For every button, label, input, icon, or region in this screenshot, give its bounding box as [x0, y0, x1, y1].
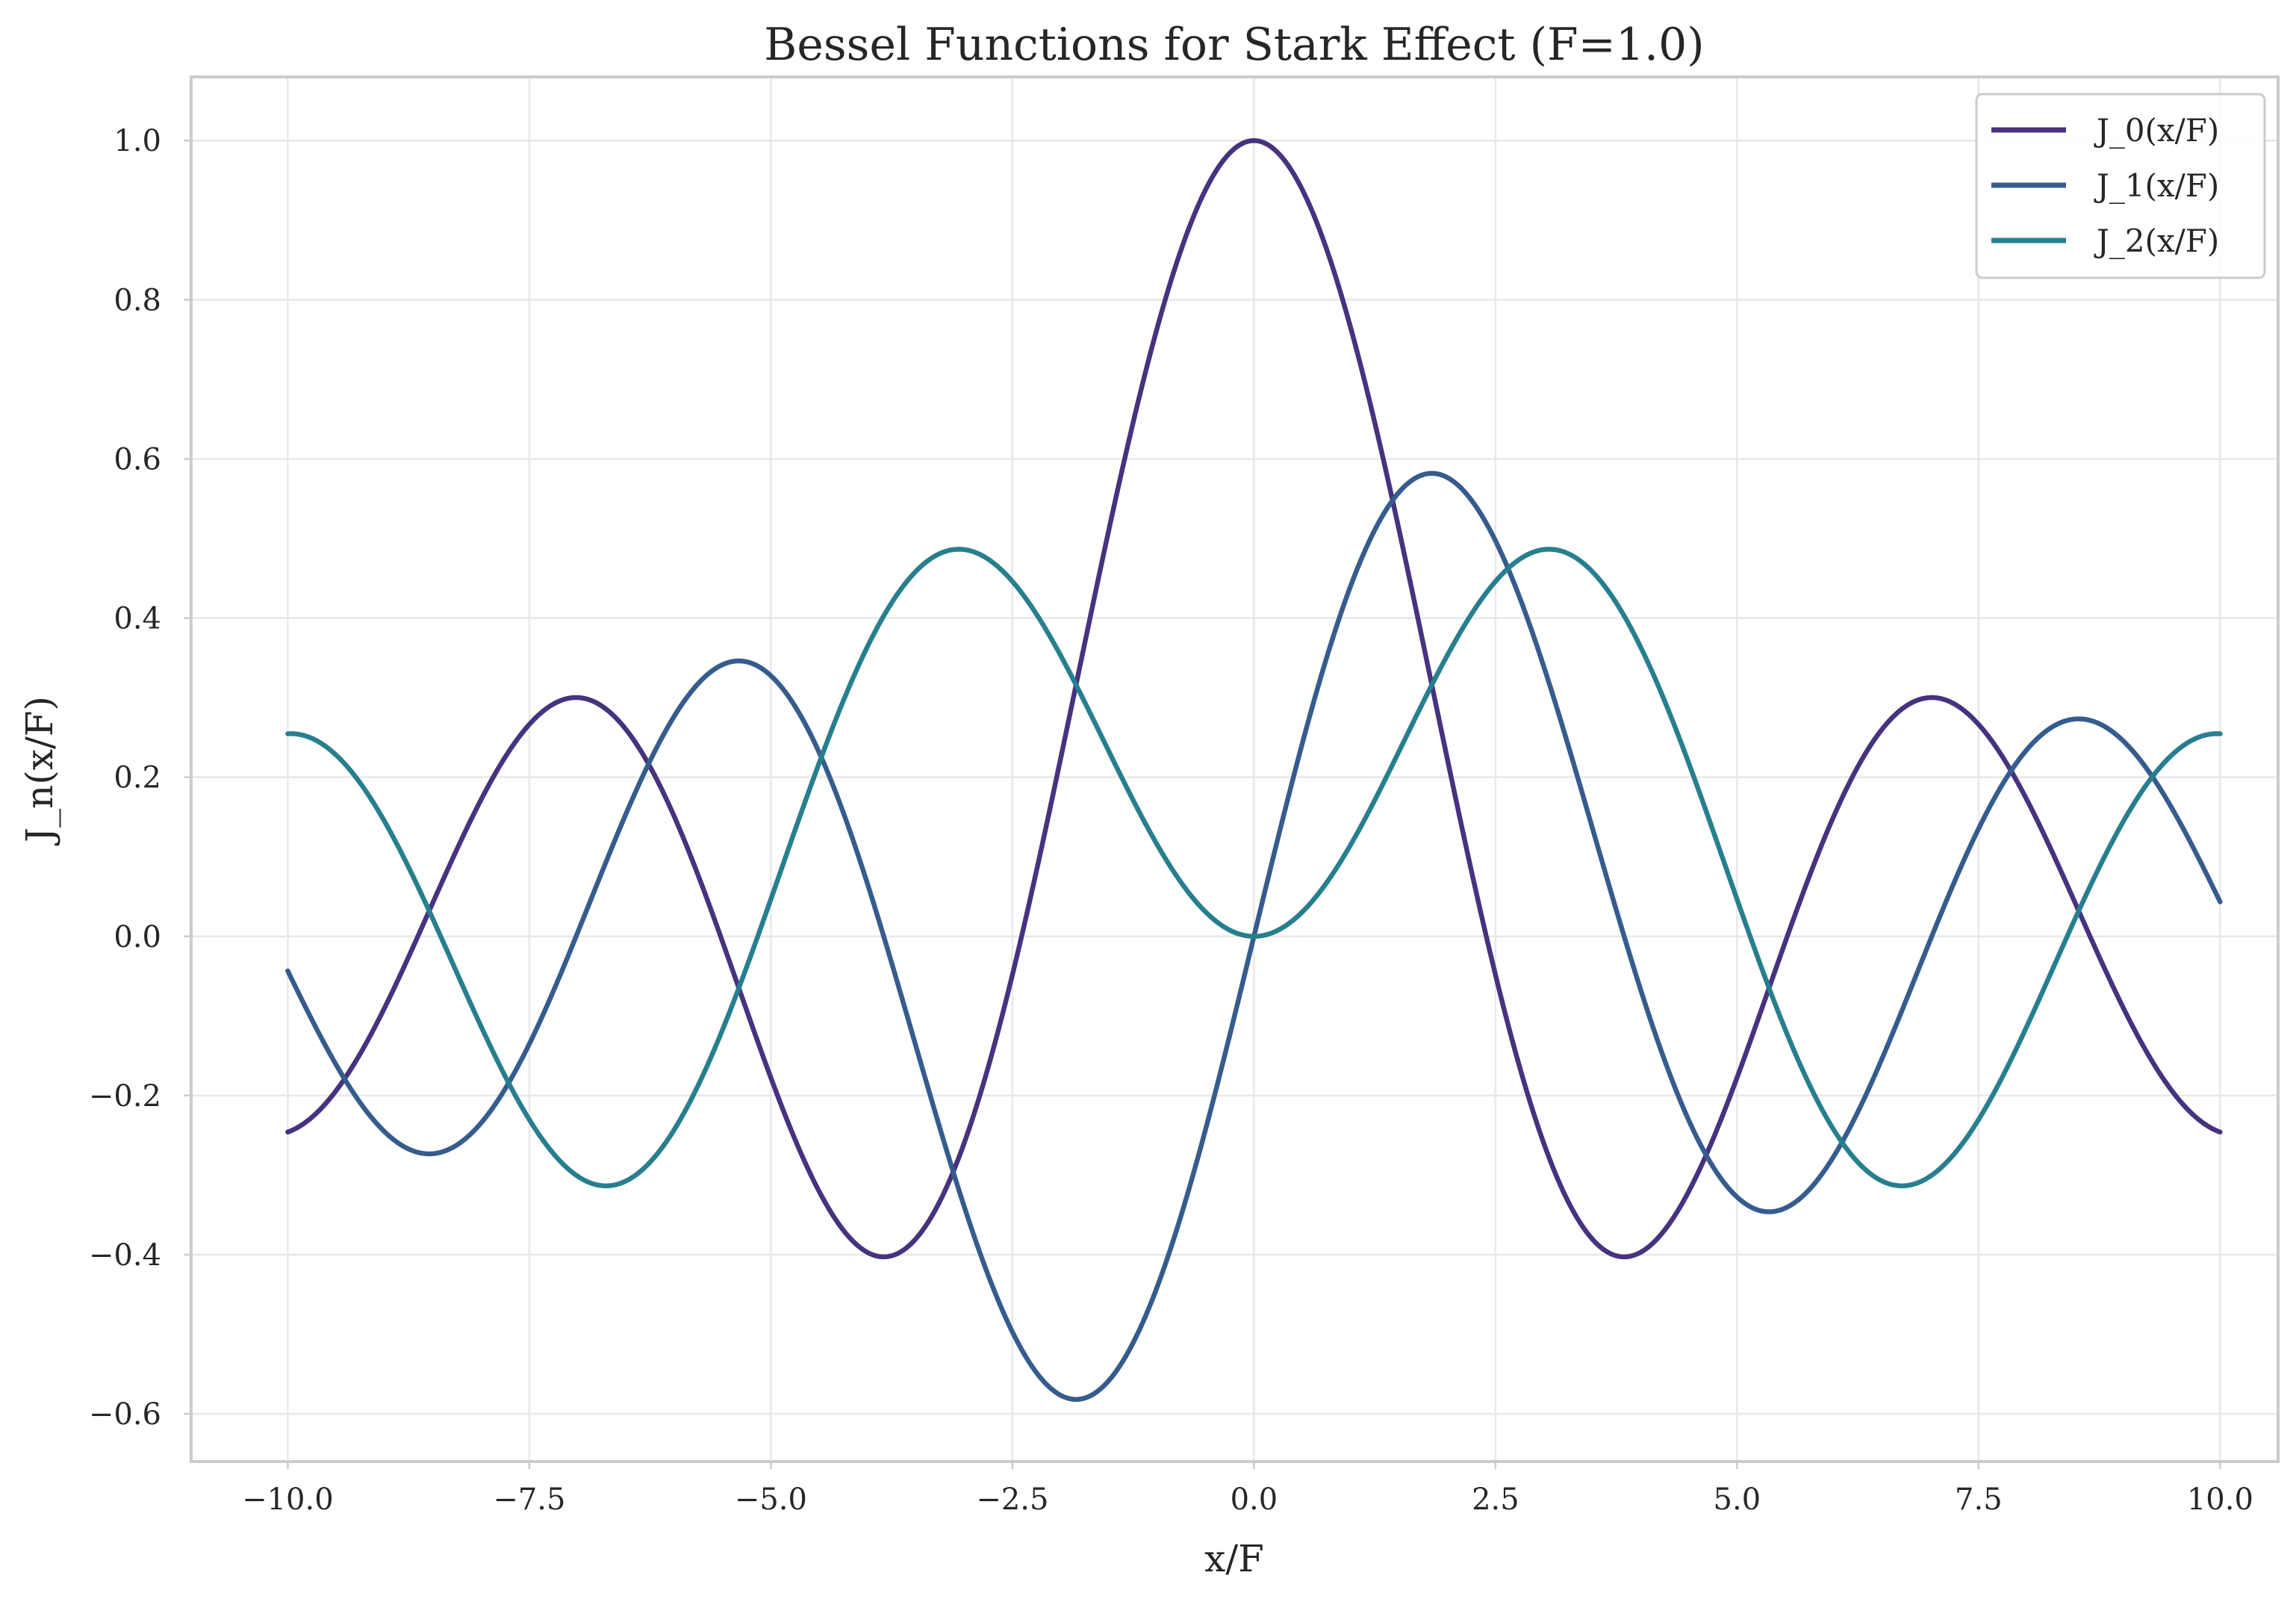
y-axis-label: J_n(x/F): [18, 696, 61, 846]
legend-label-j2: J_2(x/F): [2094, 223, 2219, 259]
x-tick-label: 2.5: [1472, 1482, 1519, 1517]
legend-label-j1: J_1(x/F): [2094, 167, 2219, 204]
chart-title: Bessel Functions for Stark Effect (F=1.0…: [764, 19, 1704, 71]
series-line-j0: [285, 137, 2223, 1260]
x-tick-label: −2.5: [976, 1482, 1048, 1517]
y-tick-label: 0.0: [113, 920, 161, 954]
x-tick-label: 10.0: [2187, 1482, 2253, 1517]
x-tick-label: −7.5: [493, 1482, 565, 1517]
x-tick-label: −10.0: [242, 1482, 334, 1517]
y-tick-label: 0.6: [113, 442, 161, 476]
series-layer: [285, 137, 2223, 1402]
y-tick-label: −0.2: [89, 1079, 161, 1114]
y-tick-label: 0.2: [113, 761, 161, 795]
x-tick-label: −5.0: [735, 1482, 807, 1517]
ticks-layer: −10.0 −7.5 −5.0 −2.5 0.0 2.5 5.0 7.5 10.0 −0.6 −0.…: [89, 124, 2253, 1517]
x-tick-label: 0.0: [1231, 1482, 1278, 1517]
y-tick-label: −0.6: [89, 1397, 161, 1432]
y-tick-label: −0.4: [89, 1238, 161, 1273]
y-tick-label: 0.8: [113, 283, 161, 317]
y-tick-label: 0.4: [113, 602, 161, 636]
series-line-j2: [285, 547, 2223, 1189]
x-axis-label: x/F: [1204, 1537, 1264, 1580]
y-tick-label: 1.0: [113, 124, 161, 158]
x-tick-label: 7.5: [1955, 1482, 2003, 1517]
plot-frame: [190, 75, 2280, 1463]
legend-box: [1975, 93, 2266, 279]
x-tick-label: 5.0: [1714, 1482, 1761, 1517]
legend: J_0(x/F) J_1(x/F) J_2(x/F): [1975, 93, 2266, 279]
legend-label-j0: J_0(x/F): [2094, 112, 2219, 149]
